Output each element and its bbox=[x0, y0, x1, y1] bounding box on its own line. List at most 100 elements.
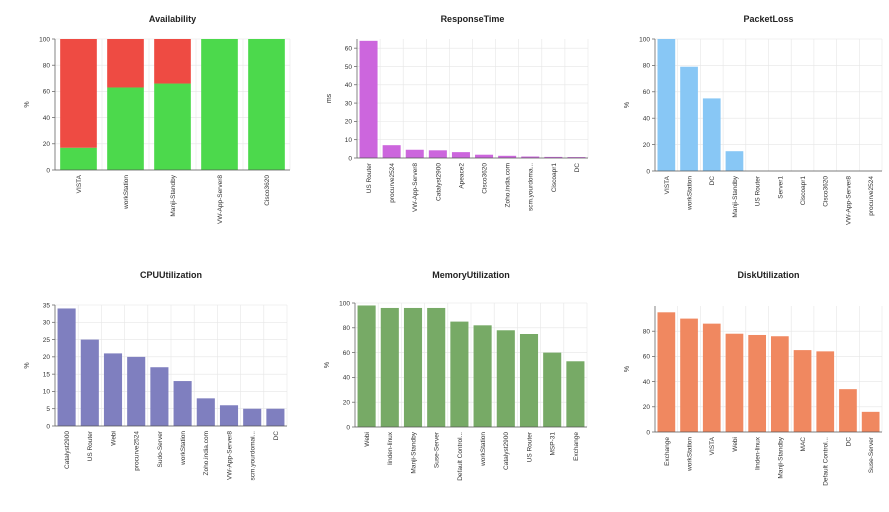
chart-svg: PacketLoss% 0 20 40 60 80 100 VISTA workStation D… bbox=[624, 14, 883, 225]
cpuutilization-chart: CPUUtilization% 0 5 10 15 20 25 30 35 Catalyst290… bbox=[0, 256, 296, 512]
x-tick-label: Webi bbox=[110, 431, 117, 446]
responsetime-chart: ResponseTime ms 0 10 20 30 40 50 60 US Router proc… bbox=[296, 0, 592, 256]
x-tick-label: US Router bbox=[366, 162, 373, 193]
x-tick-label: workStation bbox=[123, 175, 130, 210]
x-tick-label: Manji-Standby bbox=[410, 431, 417, 473]
x-tick-label: MSP-31 bbox=[550, 432, 557, 456]
x-tick-label: VW-App-Server8 bbox=[226, 431, 233, 480]
x-tick-label: VW-App-Server8 bbox=[412, 163, 419, 212]
y-tick-label: 30 bbox=[43, 320, 51, 327]
bar-sudo-server bbox=[150, 367, 169, 426]
x-tick-label: linden-linux bbox=[387, 431, 394, 465]
x-tick-label: Suse-Server bbox=[868, 436, 875, 473]
x-tick-label: scm.yourdomai... bbox=[250, 431, 257, 481]
y-tick-label: 20 bbox=[345, 119, 353, 126]
bar-workstation-segment-2 bbox=[107, 39, 144, 88]
y-tick-label: 5 bbox=[46, 406, 50, 413]
bar-vw-app-server8 bbox=[219, 405, 239, 426]
x-tick-label: Cisco3620 bbox=[823, 176, 830, 207]
bar-cisco3620-segment-1 bbox=[248, 39, 285, 170]
x-tick-label: MAC bbox=[800, 437, 807, 452]
chart-title: PacketLoss bbox=[743, 14, 793, 24]
y-tick-label: 0 bbox=[646, 429, 650, 436]
y-axis-label: % bbox=[24, 362, 31, 368]
bar-us-router bbox=[80, 339, 99, 426]
x-tick-label: Ciscoapr1 bbox=[800, 176, 807, 206]
x-tick-label: workStation bbox=[480, 432, 487, 467]
bar-cisco3620 bbox=[475, 154, 494, 158]
y-tick-label: 100 bbox=[39, 36, 50, 43]
x-tick-label: Sudo-Server bbox=[157, 430, 164, 467]
bar-apeace2 bbox=[451, 152, 470, 158]
y-tick-label: 35 bbox=[43, 302, 51, 309]
y-axis-label: % bbox=[624, 102, 631, 108]
x-tick-label: DC bbox=[273, 431, 280, 441]
bar-suse-server bbox=[427, 307, 446, 427]
bar-webi bbox=[357, 305, 376, 427]
y-axis-label: % bbox=[324, 362, 331, 368]
x-tick-label: Cisco3620 bbox=[264, 175, 271, 206]
bar-workstation-segment-1 bbox=[107, 87, 144, 170]
bar-us-router bbox=[519, 334, 539, 427]
y-tick-label: 40 bbox=[643, 116, 651, 123]
x-tick-label: procurve2524 bbox=[389, 163, 396, 203]
y-tick-label: 40 bbox=[43, 115, 51, 122]
bar-manji-standby bbox=[403, 307, 423, 427]
x-tick-label: US Router bbox=[755, 175, 762, 206]
bar-dc bbox=[266, 408, 285, 426]
y-tick-label: 25 bbox=[43, 337, 51, 344]
bar-manji-standby bbox=[770, 336, 789, 432]
x-tick-label: Manji-Standby bbox=[777, 436, 784, 478]
x-tick-label: VISTA bbox=[709, 436, 716, 455]
x-tick-label: Webi bbox=[364, 432, 371, 447]
y-axis-label: % bbox=[24, 101, 31, 107]
bar-dc bbox=[839, 389, 857, 432]
x-tick-label: Catalyst2900 bbox=[64, 431, 71, 469]
y-axis-label: ms bbox=[326, 93, 333, 103]
bar-default-control bbox=[450, 321, 469, 427]
bar-vista bbox=[702, 323, 721, 432]
x-tick-label: Ciscoapr1 bbox=[551, 163, 558, 193]
bar-suse-server bbox=[861, 411, 880, 432]
y-tick-label: 10 bbox=[43, 389, 51, 396]
bar-workstation bbox=[680, 318, 698, 432]
y-tick-label: 0 bbox=[646, 168, 650, 175]
bar-catalyst2900 bbox=[57, 308, 76, 426]
y-tick-label: 60 bbox=[343, 350, 351, 357]
x-tick-label: DC bbox=[709, 176, 716, 186]
x-tick-label: Suse-Server bbox=[434, 431, 441, 468]
y-tick-label: 100 bbox=[639, 36, 650, 43]
y-tick-label: 80 bbox=[343, 325, 351, 332]
bar-vista bbox=[657, 39, 676, 171]
bar-manji-standby-segment-2 bbox=[154, 39, 191, 84]
y-axis-label: % bbox=[624, 366, 631, 372]
y-tick-label: 20 bbox=[343, 400, 351, 407]
x-tick-label: Apeace2 bbox=[458, 163, 465, 189]
bar-msp-31 bbox=[543, 352, 562, 427]
y-tick-label: 40 bbox=[343, 375, 351, 382]
x-tick-label: workStation bbox=[686, 437, 693, 472]
y-tick-label: 20 bbox=[43, 354, 51, 361]
availability-chart: Availability% 0 20 40 60 80 100 VISTA workStatio… bbox=[0, 0, 296, 256]
chart-title: DiskUtilization bbox=[737, 270, 799, 280]
x-tick-label: workStation bbox=[180, 431, 187, 466]
bar-manji-standby-segment-1 bbox=[154, 83, 191, 170]
bar-procurve2524 bbox=[382, 145, 401, 158]
bar-vista-segment-2 bbox=[60, 39, 97, 148]
x-tick-label: workStation bbox=[686, 176, 693, 211]
y-tick-label: 60 bbox=[345, 45, 353, 52]
y-tick-label: 15 bbox=[43, 371, 51, 378]
y-tick-label: 60 bbox=[643, 89, 651, 96]
bar-vw-app-server8-segment-1 bbox=[201, 39, 238, 170]
chart-svg: Availability% 0 20 40 60 80 100 VISTA workStatio… bbox=[24, 14, 291, 224]
y-tick-label: 0 bbox=[346, 424, 350, 431]
x-tick-label: Webi bbox=[732, 437, 739, 452]
bar-catalyst2900 bbox=[496, 330, 515, 427]
x-tick-label: VISTA bbox=[76, 174, 83, 193]
x-tick-label: procurve2524 bbox=[868, 176, 875, 216]
y-tick-label: 40 bbox=[345, 82, 353, 89]
y-tick-label: 60 bbox=[643, 354, 651, 361]
y-tick-label: 20 bbox=[43, 141, 51, 148]
packetloss-chart: PacketLoss% 0 20 40 60 80 100 VISTA workStation D… bbox=[592, 0, 888, 256]
x-tick-label: Server1 bbox=[777, 176, 784, 199]
